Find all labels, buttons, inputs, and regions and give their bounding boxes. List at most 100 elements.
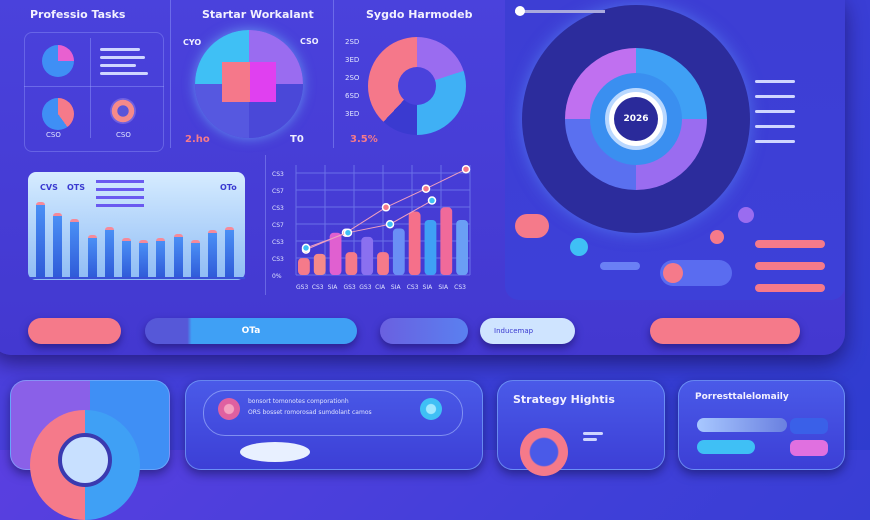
mini-pie-chart-2: [42, 98, 74, 130]
bar-indicator: [755, 284, 825, 292]
y-tick: CS7: [272, 188, 284, 195]
x-tick: GS3: [343, 284, 355, 291]
donut-hole: [58, 433, 112, 487]
tasks-title: Professio Tasks: [30, 8, 126, 21]
donut-hole: [398, 67, 436, 105]
bar: [408, 211, 421, 275]
workplant-label: CYO: [183, 38, 202, 47]
toggle-button[interactable]: [515, 214, 549, 238]
tick: 2SO: [345, 74, 360, 82]
divider: [333, 0, 334, 148]
data-point: [385, 219, 395, 229]
slider-handle[interactable]: [515, 6, 525, 16]
x-tick: CIA: [375, 284, 386, 291]
strategy-title: Strategy Hightis: [513, 393, 615, 406]
divider: [90, 38, 91, 138]
knob-button[interactable]: [710, 230, 724, 244]
bar-indicator: [755, 262, 825, 270]
mini-bar-list: [100, 48, 150, 75]
harmodel-title: Sygdo Harmodeb: [366, 8, 473, 21]
x-tick: SIA: [438, 284, 449, 291]
personal-button-2[interactable]: [790, 440, 828, 456]
bar: [424, 220, 437, 275]
data-point: [301, 243, 311, 253]
control-knob[interactable]: [663, 263, 683, 283]
strategy-lines: [583, 432, 603, 441]
slider-track[interactable]: [515, 10, 605, 13]
pie-highlight-salmon: [222, 62, 250, 102]
bar: [36, 202, 45, 278]
y-tick: CS3: [272, 205, 284, 212]
action-button-2[interactable]: OTa: [145, 318, 357, 344]
x-tick: GS3: [359, 284, 371, 291]
action-button-2-text: OTa: [241, 326, 261, 336]
right-list: [755, 80, 795, 143]
bar: [53, 213, 63, 278]
workplant-label: CSO: [300, 37, 319, 46]
workplant-value: 2.ho: [185, 134, 210, 145]
bar-indicator: [755, 240, 825, 248]
data-point: [421, 184, 431, 193]
action-button-1[interactable]: [28, 318, 121, 344]
pie-highlight-magenta: [250, 62, 276, 102]
bar: [313, 253, 326, 275]
bar: [122, 238, 131, 278]
info-toggle[interactable]: [420, 398, 442, 420]
mini-pie-chart: [42, 45, 74, 77]
bar-indicator: [600, 262, 640, 270]
info-box: [203, 390, 463, 436]
x-tick: GS3: [296, 284, 308, 291]
series-line: [305, 200, 433, 249]
info-line-2: ORS bosset romorosad sumdolant camos: [248, 409, 372, 416]
knob-button[interactable]: [570, 238, 588, 256]
bar: [70, 218, 80, 278]
bar-chart: [36, 200, 241, 278]
bar: [361, 236, 374, 275]
tick: 6SD: [345, 92, 360, 100]
bar-chart-header: OTo: [220, 183, 237, 192]
workplant-title: Startar Workalant: [202, 8, 314, 21]
personal-input[interactable]: [697, 418, 787, 432]
strategy-ring: [520, 428, 568, 476]
personal-button[interactable]: [790, 418, 828, 434]
harmodel-axis: 2SD 3ED 2SO 6SD 3ED: [345, 38, 359, 118]
y-tick: 0%: [272, 273, 282, 280]
data-point: [381, 203, 391, 212]
dial-center-value: 2026: [614, 97, 658, 141]
action-button-4[interactable]: Inducemap: [480, 318, 575, 344]
personal-title: Porresttalelomaily: [695, 392, 789, 402]
divider: [170, 0, 171, 148]
x-tick: CS3: [407, 284, 419, 291]
bar: [345, 252, 358, 275]
bar: [104, 227, 114, 278]
tick: 2SD: [345, 38, 360, 46]
personal-input-2[interactable]: [697, 440, 755, 454]
x-tick: SIA: [423, 284, 434, 291]
bar: [156, 238, 166, 278]
y-tick: CS3: [272, 171, 284, 178]
y-tick: CS7: [272, 222, 284, 229]
x-tick: SIA: [391, 284, 402, 291]
bar-chart-header: CVS: [40, 183, 58, 192]
info-oval: [240, 442, 310, 462]
x-tick: CS3: [454, 284, 466, 291]
line-bar-chart: CS3 CS7 CS3 CS7 CS3 CS3 0% GS3 CS3 SIA GS3 GS3 CIA SI…: [270, 160, 475, 295]
knob-button[interactable]: [738, 207, 754, 223]
workplant-value: T0: [290, 134, 304, 145]
harmodel-value: 3.5%: [350, 134, 378, 145]
data-point: [427, 196, 437, 205]
action-button-5[interactable]: [650, 318, 800, 344]
divider: [24, 86, 164, 87]
legend-lines: [96, 180, 144, 207]
bar: [190, 240, 200, 278]
bar: [208, 230, 217, 278]
bar-axis: [30, 277, 245, 279]
bar: [440, 207, 453, 275]
action-button-3[interactable]: [380, 318, 468, 344]
bar: [139, 240, 149, 278]
divider: [265, 155, 266, 295]
bar: [225, 227, 235, 278]
data-point: [461, 164, 471, 174]
mini-donut-chart: [110, 98, 136, 124]
data-point: [343, 228, 353, 237]
